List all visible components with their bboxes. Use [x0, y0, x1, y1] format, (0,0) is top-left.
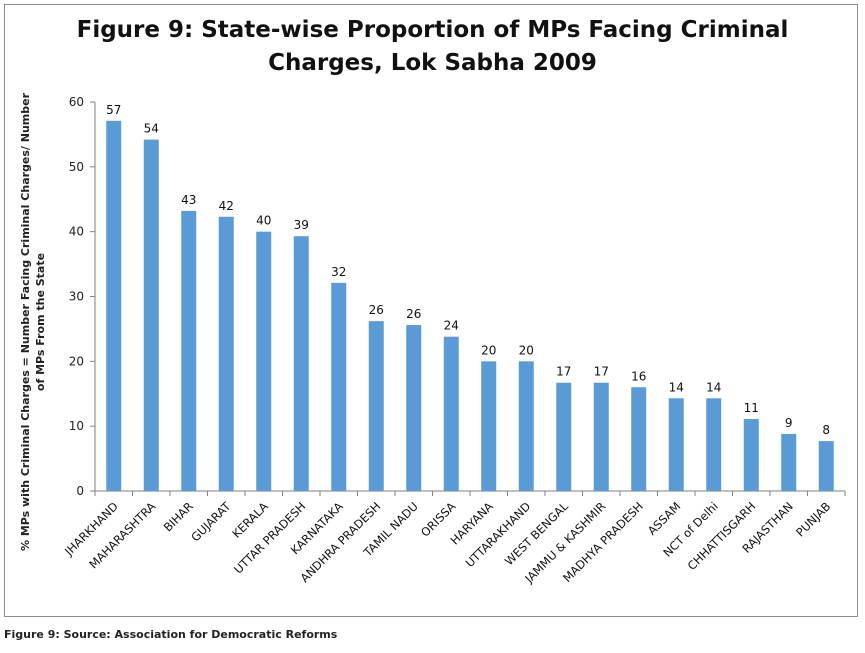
data-label: 17 [594, 365, 609, 379]
data-label: 11 [744, 401, 759, 415]
bar [218, 216, 234, 491]
data-label: 14 [669, 380, 684, 394]
y-tick-label: 10 [69, 419, 84, 433]
data-label: 54 [144, 122, 159, 136]
data-label: 42 [219, 199, 234, 213]
y-tick-label: 60 [69, 95, 84, 109]
bar [406, 325, 422, 491]
y-tick-label: 20 [69, 354, 84, 368]
bar [106, 120, 122, 491]
data-label: 57 [106, 103, 121, 117]
data-label: 26 [369, 303, 384, 317]
category-label: UTTARAKHAND [463, 499, 534, 570]
bar [181, 210, 197, 492]
data-label: 32 [331, 265, 346, 279]
category-label: BIHAR [161, 499, 196, 534]
bars [106, 120, 834, 492]
bar [593, 382, 609, 491]
data-label: 17 [556, 365, 571, 379]
y-axis-label-line-1: % MPs with Criminal Charges = Number Fac… [19, 92, 32, 551]
data-label: 43 [181, 193, 196, 207]
bar [293, 236, 309, 491]
data-label: 16 [631, 369, 646, 383]
data-label: 9 [785, 416, 793, 430]
y-tick-label: 40 [69, 225, 84, 239]
bar [706, 398, 722, 491]
data-label: 39 [294, 218, 309, 232]
y-tick-label: 30 [69, 290, 84, 304]
category-label: MAHARASHTRA [86, 499, 158, 571]
bar [743, 419, 759, 491]
bar [818, 441, 834, 491]
y-axis-label-line-2: of MPs From the State [34, 253, 47, 391]
data-label: 8 [822, 423, 830, 437]
bar [556, 382, 572, 491]
bar [443, 336, 459, 491]
data-label: 26 [406, 307, 421, 321]
category-label: GUJARAT [188, 499, 234, 545]
data-label: 40 [256, 214, 271, 228]
bar [256, 231, 272, 491]
data-labels: 57 54 43 42 40 39 32 26 26 24 20 20 17 17 16 14 14 11 9 8 [106, 103, 830, 437]
data-label: 20 [519, 343, 534, 357]
bar [518, 361, 534, 491]
category-label: CHHATTISGARH [685, 499, 759, 573]
category-label: PUNJAB [793, 499, 833, 539]
y-tick-label: 0 [76, 484, 84, 498]
bar [481, 361, 497, 491]
chart-title-line-2: Charges, Lok Sabha 2009 [268, 50, 597, 76]
bar [143, 139, 159, 491]
bar [331, 282, 347, 491]
bar [668, 398, 684, 491]
data-label: 24 [444, 319, 459, 333]
bar [368, 321, 384, 491]
y-tick-label: 50 [69, 160, 84, 174]
data-label: 20 [481, 343, 496, 357]
chart-title: Figure 9: State-wise Proportion of MPs F… [0, 14, 865, 80]
y-axis-label: % MPs with Criminal Charges = Number Fac… [19, 92, 47, 551]
chart-title-line-1: Figure 9: State-wise Proportion of MPs F… [76, 17, 789, 43]
bar [781, 433, 797, 491]
bar [631, 387, 647, 491]
data-label: 14 [706, 380, 721, 394]
figure-caption: Figure 9: Source: Association for Democr… [4, 628, 338, 641]
